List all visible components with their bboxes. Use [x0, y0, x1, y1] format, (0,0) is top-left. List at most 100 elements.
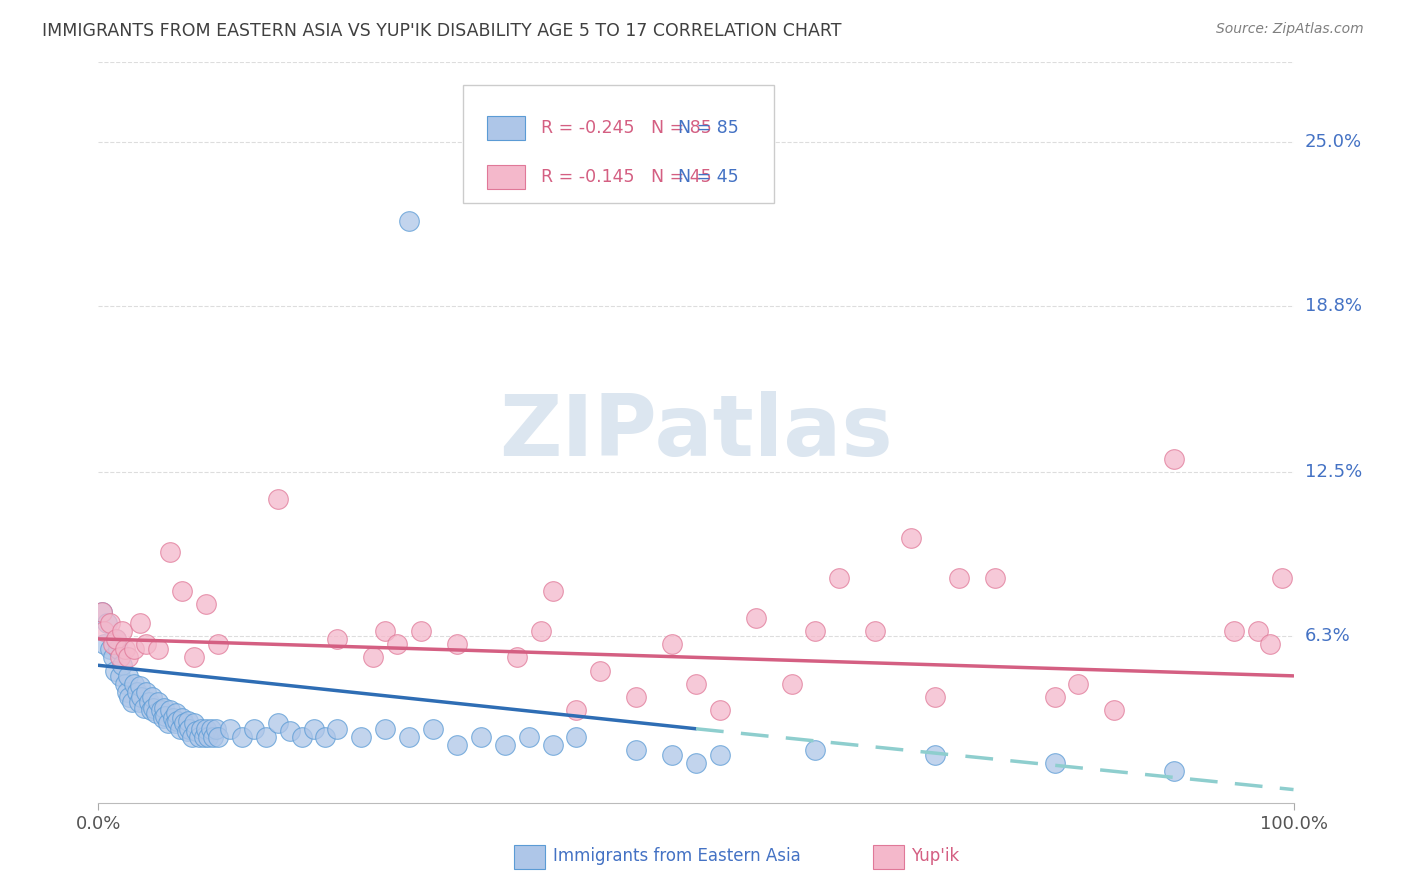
- Point: [243, 722, 266, 736]
- Point: [589, 664, 612, 678]
- Point: [111, 658, 134, 673]
- Point: [93, 624, 115, 638]
- Point: [207, 637, 229, 651]
- Point: [506, 650, 529, 665]
- Point: [267, 716, 290, 731]
- Point: [131, 690, 153, 704]
- Point: [374, 624, 396, 638]
- Text: IMMIGRANTS FROM EASTERN ASIA VS YUP'IK DISABILITY AGE 5 TO 17 CORRELATION CHART: IMMIGRANTS FROM EASTERN ASIA VS YUP'IK D…: [42, 22, 842, 40]
- Point: [254, 730, 277, 744]
- Point: [96, 615, 118, 630]
- Point: [398, 214, 420, 228]
- Point: [197, 730, 219, 744]
- Point: [193, 730, 215, 744]
- Point: [162, 711, 184, 725]
- Point: [166, 714, 188, 728]
- Point: [1258, 637, 1281, 651]
- Point: [111, 624, 134, 638]
- Point: [145, 706, 167, 720]
- Point: [172, 711, 194, 725]
- Point: [180, 730, 202, 744]
- Point: [105, 632, 128, 646]
- Text: 12.5%: 12.5%: [1305, 463, 1362, 482]
- Point: [91, 606, 114, 620]
- Point: [865, 624, 887, 638]
- Point: [900, 532, 922, 546]
- Point: [541, 738, 564, 752]
- Point: [924, 690, 946, 704]
- Point: [101, 650, 124, 665]
- Text: N = 85: N = 85: [678, 120, 738, 137]
- Point: [685, 677, 707, 691]
- Point: [202, 730, 225, 744]
- Point: [291, 730, 314, 744]
- Text: Source: ZipAtlas.com: Source: ZipAtlas.com: [1216, 22, 1364, 37]
- Point: [169, 722, 191, 736]
- Point: [104, 664, 127, 678]
- Point: [114, 642, 136, 657]
- Text: Yup'ik: Yup'ik: [911, 847, 959, 865]
- Point: [685, 756, 707, 771]
- Point: [1223, 624, 1246, 638]
- Point: [108, 650, 131, 665]
- Point: [948, 571, 970, 585]
- Point: [183, 650, 205, 665]
- Point: [530, 624, 553, 638]
- Point: [115, 685, 138, 699]
- Point: [207, 730, 229, 744]
- Point: [267, 491, 290, 506]
- Point: [148, 642, 170, 657]
- Point: [159, 544, 181, 558]
- FancyBboxPatch shape: [515, 845, 546, 869]
- Point: [278, 724, 301, 739]
- Point: [195, 722, 218, 736]
- Point: [984, 571, 1007, 585]
- Point: [156, 716, 179, 731]
- Point: [1067, 677, 1090, 691]
- Point: [315, 730, 337, 744]
- Point: [132, 700, 155, 714]
- Point: [1247, 624, 1270, 638]
- Point: [190, 722, 212, 736]
- Point: [128, 695, 150, 709]
- Point: [219, 722, 242, 736]
- FancyBboxPatch shape: [486, 165, 524, 189]
- Point: [129, 680, 152, 694]
- Point: [183, 716, 205, 731]
- Point: [745, 610, 768, 624]
- Point: [135, 637, 157, 651]
- Point: [446, 738, 468, 752]
- Text: 25.0%: 25.0%: [1305, 133, 1362, 151]
- Point: [780, 677, 803, 691]
- Point: [446, 637, 468, 651]
- Point: [172, 584, 194, 599]
- Point: [98, 615, 122, 630]
- Point: [1043, 756, 1066, 771]
- Point: [149, 703, 172, 717]
- Point: [374, 722, 396, 736]
- Point: [804, 743, 827, 757]
- Point: [661, 637, 683, 651]
- Point: [541, 584, 564, 599]
- Point: [142, 700, 165, 714]
- Point: [148, 695, 170, 709]
- Point: [139, 703, 162, 717]
- Point: [1043, 690, 1066, 704]
- Point: [105, 632, 128, 646]
- Point: [804, 624, 827, 638]
- Point: [187, 730, 209, 744]
- Point: [494, 738, 516, 752]
- Point: [302, 722, 325, 736]
- Point: [565, 703, 588, 717]
- Point: [350, 730, 373, 744]
- Point: [1271, 571, 1294, 585]
- Point: [91, 606, 114, 620]
- Point: [326, 632, 349, 646]
- Point: [200, 722, 222, 736]
- Point: [159, 703, 181, 717]
- Point: [470, 730, 492, 744]
- Point: [98, 642, 122, 657]
- Point: [363, 650, 385, 665]
- Point: [411, 624, 433, 638]
- Point: [661, 748, 683, 763]
